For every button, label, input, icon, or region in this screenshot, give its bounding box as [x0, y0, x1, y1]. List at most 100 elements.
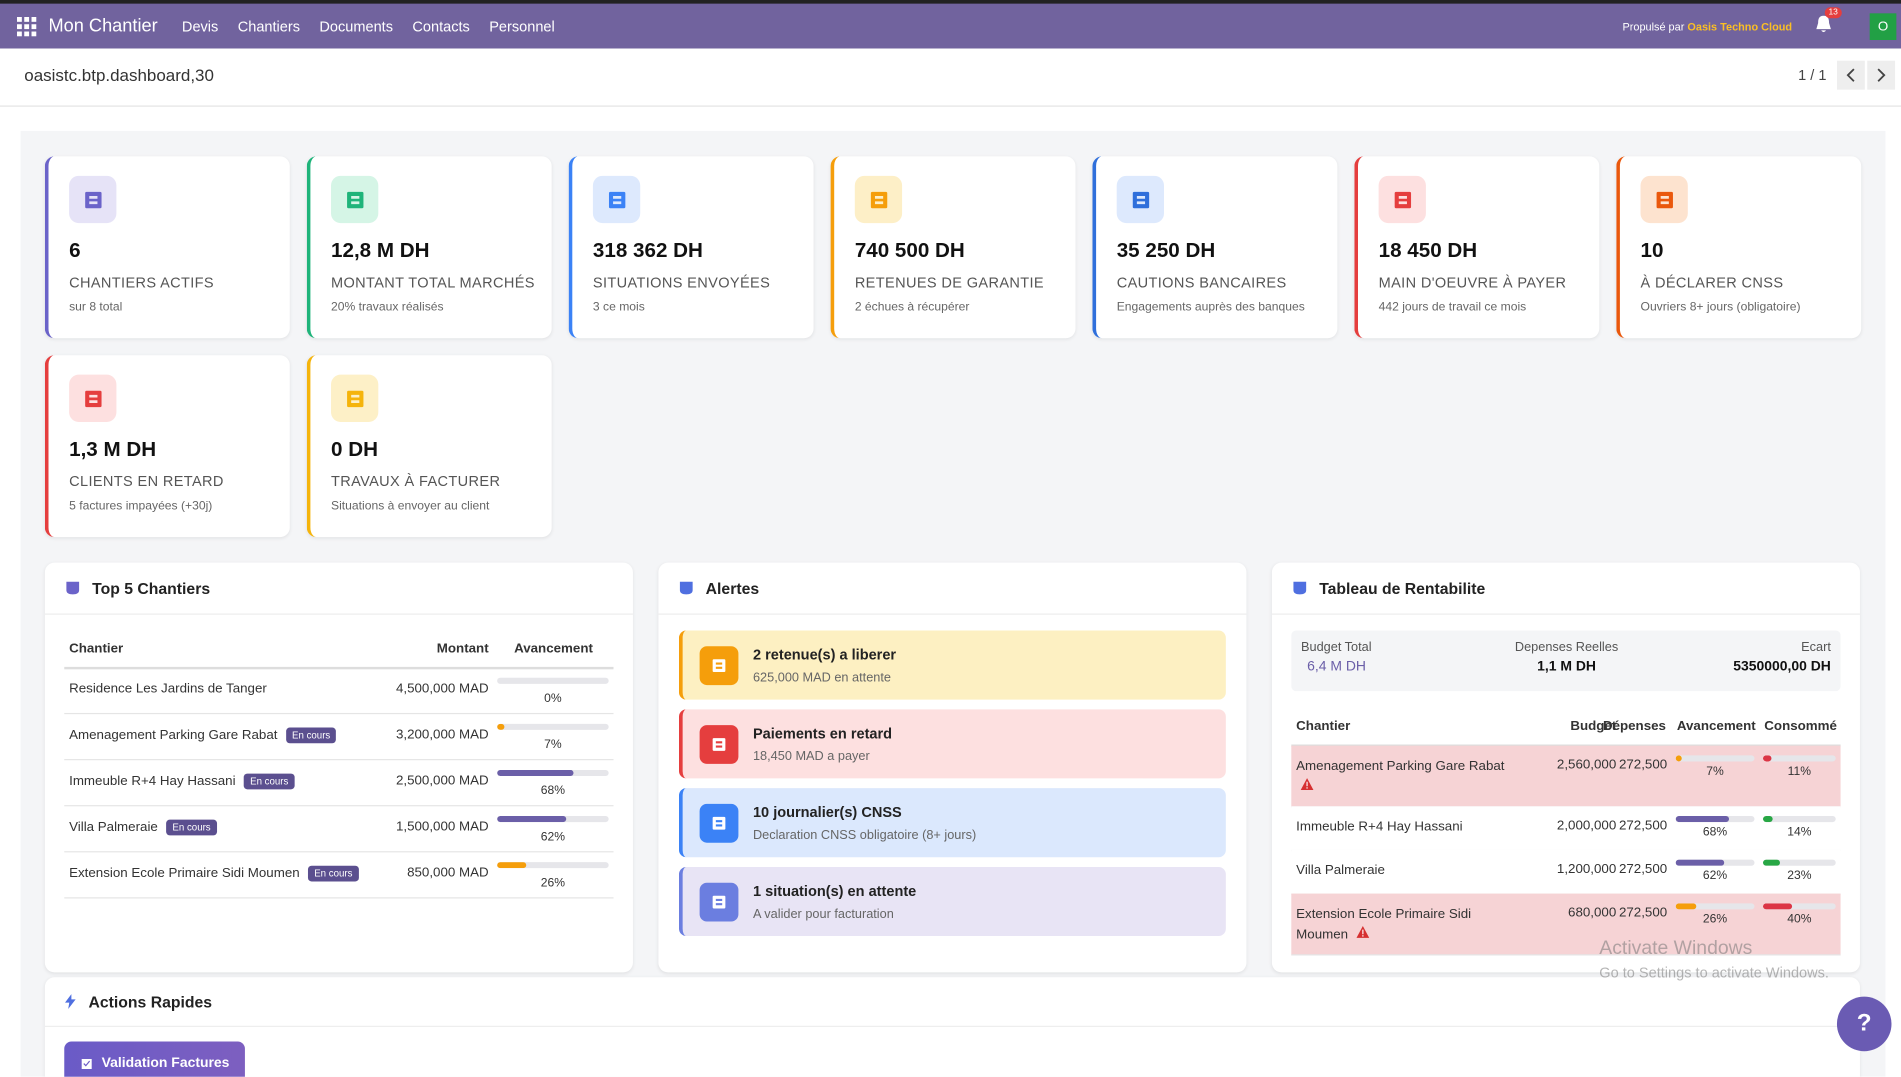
kpi-icon	[331, 175, 379, 224]
rentabilite-panel: Tableau de Rentabilite Budget Total 6,4 M …	[1271, 562, 1860, 973]
alert-glyph-shape	[712, 816, 726, 830]
summary-item: Budget Total 6,4 M DH	[1301, 640, 1372, 674]
user-avatar[interactable]: O	[1869, 12, 1897, 40]
column-header: Avancement	[1676, 719, 1756, 734]
windows-watermark: Activate Windows Go to Settings to activ…	[1599, 938, 1829, 980]
kpi-icon	[1378, 175, 1426, 224]
consomme-label: 40%	[1787, 913, 1812, 927]
menu-item[interactable]: Devis	[181, 17, 219, 35]
budget: 1,200,000	[1556, 862, 1617, 877]
kpi-glyph-shape	[346, 191, 363, 208]
column-header: Consommé	[1764, 719, 1837, 734]
chantier-label: Amenagement Parking Gare Rabat	[69, 727, 278, 743]
menu-item[interactable]: Contacts	[412, 17, 470, 35]
dashboard: 6 CHANTIERS ACTIFS sur 8 total 12,8 M DH MON…	[20, 130, 1886, 1077]
menu-item[interactable]: Personnel	[489, 17, 555, 35]
progress-track	[1675, 755, 1755, 762]
alert-item[interactable]: 1 situation(s) en attente A valider pour …	[679, 866, 1226, 937]
kpi-glyph	[84, 191, 101, 208]
kpi-label: RETENUES DE GARANTIE	[854, 274, 1045, 291]
chantier-label: Extension Ecole Primaire Sidi Moumen	[1296, 906, 1472, 943]
progress-label: 62%	[540, 830, 566, 844]
alert-icon	[699, 725, 739, 764]
actions-panel: Actions Rapides Validation Factures	[44, 977, 1860, 1077]
kpi-icon	[592, 175, 641, 224]
panel-header: Actions Rapides	[44, 977, 1860, 1027]
powered-by: Propulsé par Oasis Techno Cloud	[1622, 20, 1792, 32]
chantier-label: Villa Palmeraie	[1296, 863, 1385, 878]
depenses: 272,500	[1618, 818, 1668, 833]
kpi-glyph-shape	[1132, 191, 1149, 208]
kpi-value: 12,8 M DH	[331, 238, 430, 262]
panel-header: Tableau de Rentabilite	[1271, 563, 1860, 615]
kpi-value: 6	[69, 238, 81, 262]
check-icon	[81, 1058, 92, 1069]
amount: 4,500,000 MAD	[395, 681, 489, 696]
avancement-label: 7%	[1706, 765, 1724, 779]
notifications[interactable]: 13	[1814, 7, 1842, 38]
powered-prefix: Propulsé par	[1622, 20, 1685, 33]
consomme-label: 11%	[1787, 765, 1812, 779]
chantier-name: Residence Les Jardins de Tanger	[69, 681, 267, 696]
avancement-label: 62%	[1702, 869, 1728, 883]
kpi-card: 35 250 DH CAUTIONS BANCAIRES Engagements a…	[1092, 156, 1338, 339]
kpi-glyph-shape	[1394, 191, 1411, 208]
alert-icon	[699, 803, 739, 843]
chantier-label: Extension Ecole Primaire Sidi Moumen	[69, 866, 300, 881]
powered-brand: Oasis Techno Cloud	[1687, 20, 1793, 33]
depenses: 272,500	[1618, 757, 1668, 773]
progress-fill	[1675, 859, 1725, 866]
status-badge: En cours	[244, 773, 295, 790]
table-header: Chantier Budget Dépenses Avancement Consommé	[1291, 715, 1841, 747]
kpi-sub: Situations à envoyer au client	[331, 499, 490, 513]
pager-buttons[interactable]	[1836, 60, 1896, 90]
kpi-icon	[1640, 175, 1688, 224]
amount: 1,500,000 MAD	[395, 819, 489, 835]
kpi-sub: 5 factures impayées (+30j)	[69, 499, 213, 513]
kpi-glyph	[346, 191, 363, 208]
progress-track	[1762, 755, 1836, 762]
chantier-name: Extension Ecole Primaire Sidi Moumen En c…	[69, 865, 359, 882]
alert-item[interactable]: 2 retenue(s) a liberer 625,000 MAD en att…	[679, 630, 1226, 700]
summary-value: 6,4 M DH	[1307, 659, 1366, 675]
app-name[interactable]: Mon Chantier	[48, 15, 158, 37]
kpi-card: 318 362 DH SITUATIONS ENVOYÉES 3 ce mois	[568, 156, 814, 339]
kpi-glyph	[1394, 191, 1411, 208]
progress-fill	[1675, 903, 1697, 910]
apps-menu[interactable]	[16, 16, 37, 36]
kpi-glyph	[608, 191, 625, 208]
help-button[interactable]: ?	[1836, 996, 1892, 1052]
kpi-sub: Ouvriers 8+ jours (obligatoire)	[1640, 300, 1801, 315]
kpi-icon	[854, 175, 903, 224]
panel-title: Alertes	[705, 578, 760, 598]
alert-title: 10 journalier(s) CNSS	[752, 803, 902, 821]
depenses: 272,500	[1618, 905, 1668, 921]
kpi-sub: Engagements auprès des banques	[1116, 300, 1305, 315]
column-header: Avancement	[514, 641, 593, 656]
menu-item[interactable]: Chantiers	[237, 17, 300, 35]
panel-icon	[66, 581, 80, 595]
progress-fill	[1762, 859, 1780, 866]
kpi-icon	[1116, 175, 1164, 224]
kpi-glyph-shape	[870, 191, 887, 208]
consomme-label: 23%	[1787, 869, 1812, 883]
table-row: Residence Les Jardins de Tanger 4,500,000…	[64, 668, 614, 715]
progress-track	[1675, 859, 1755, 866]
kpi-card: 18 450 DH MAIN D'OEUVRE À PAYER 442 jours …	[1354, 156, 1600, 339]
alert-sub: A valider pour facturation	[752, 906, 894, 922]
alert-glyph	[712, 659, 726, 673]
chantier-label: Immeuble R+4 Hay Hassani	[1296, 819, 1463, 835]
kpi-icon	[69, 175, 117, 224]
kpi-card: 12,8 M DH MONTANT TOTAL MARCHÉS 20% travau…	[306, 156, 552, 339]
kpi-label: SITUATIONS ENVOYÉES	[592, 274, 771, 291]
alert-item[interactable]: 10 journalier(s) CNSS Declaration CNSS ob…	[679, 788, 1226, 858]
summary-item: Ecart 5350000,00 DH	[1733, 640, 1831, 674]
kpi-label: CAUTIONS BANCAIRES	[1116, 274, 1287, 291]
warning-icon	[1300, 778, 1314, 790]
progress-track	[1762, 903, 1836, 910]
navbar: Mon Chantier Devis Chantiers Documents Cont…	[0, 0, 1901, 49]
menu-item[interactable]: Documents	[319, 17, 394, 35]
warning-icon	[1356, 926, 1370, 938]
action-button[interactable]: Validation Factures	[64, 1041, 245, 1077]
alert-item[interactable]: Paiements en retard 18,450 MAD a payer	[679, 709, 1226, 779]
